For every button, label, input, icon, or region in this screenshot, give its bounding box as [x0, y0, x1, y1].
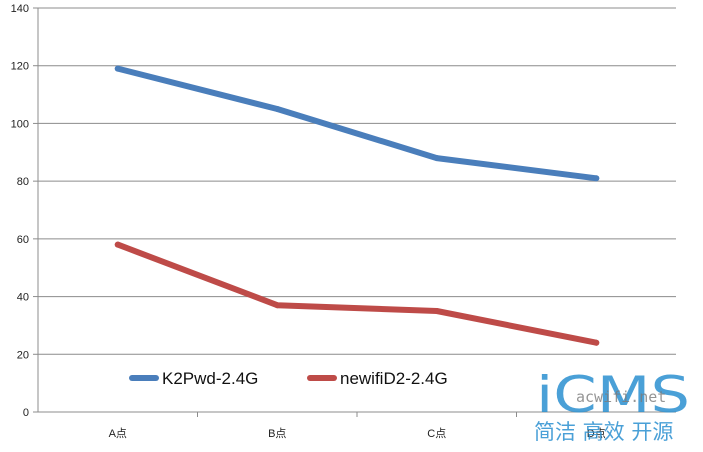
y-tick-label: 140: [11, 3, 29, 15]
y-tick-label: 0: [23, 407, 29, 419]
data-point: [593, 175, 600, 182]
legend: K2Pwd-2.4G newifiD2-2.4G: [129, 369, 448, 388]
x-tick-labels: A点 B点 C点 D点: [109, 412, 606, 440]
x-tick-label: C点: [427, 427, 446, 440]
y-tick-label: 60: [17, 234, 29, 246]
watermark: iCMS acwifi.net 简洁 高效 开源: [534, 366, 690, 444]
x-tick-label: A点: [109, 427, 127, 440]
legend-label: K2Pwd-2.4G: [162, 369, 258, 388]
watermark-slogan: 简洁 高效 开源: [534, 420, 673, 444]
x-tick-label: D点: [587, 427, 606, 440]
y-tick-label: 40: [17, 292, 29, 304]
legend-label: newifiD2-2.4G: [340, 369, 448, 388]
y-tick-labels: 0 20 40 60 80 100 120 140: [11, 3, 29, 419]
data-point: [433, 155, 440, 162]
data-point: [433, 308, 440, 314]
y-tick-label: 20: [17, 349, 29, 361]
series-lines: [114, 65, 600, 346]
data-point: [114, 65, 121, 72]
watermark-logo: iCMS: [536, 366, 690, 424]
watermark-site: acwifi.net: [576, 388, 666, 406]
axes: [37, 8, 676, 413]
y-tick-label: 100: [11, 118, 29, 130]
series-line-0: [114, 65, 600, 182]
y-tick-label: 80: [17, 176, 29, 188]
y-tick-label: 120: [11, 61, 29, 73]
gridlines: [33, 7, 676, 413]
data-point: [274, 302, 281, 309]
data-point: [114, 241, 121, 248]
data-point: [274, 106, 281, 112]
series-line-1: [114, 241, 600, 346]
data-point: [593, 339, 600, 346]
x-tick-label: B点: [268, 427, 286, 440]
